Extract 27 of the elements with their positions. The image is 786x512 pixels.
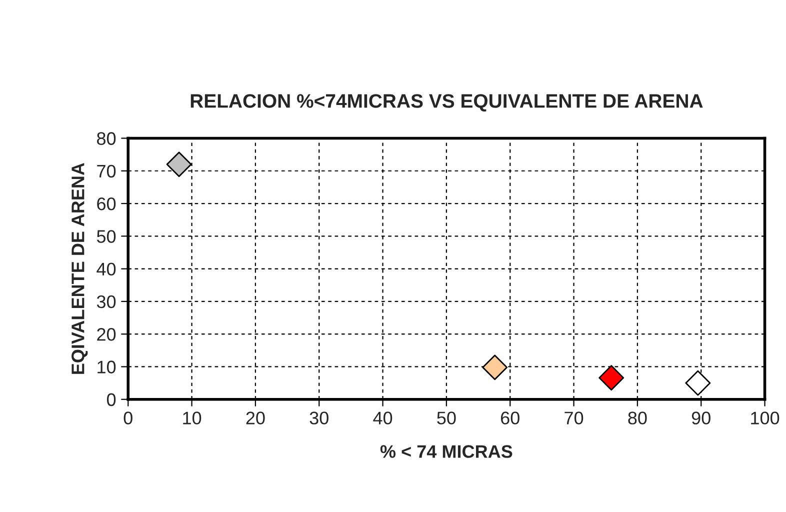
point bbox=[598, 365, 624, 391]
point bbox=[482, 354, 508, 380]
y-tick-label: 20 bbox=[97, 328, 116, 341]
y-tick-label: 30 bbox=[96, 295, 116, 308]
chart-title: RELACION %<74MICRAS VS EQUIVALENTE DE ARENA bbox=[190, 94, 703, 112]
x-tick-label: 100 bbox=[751, 412, 780, 424]
y-tick-label: 10 bbox=[98, 360, 116, 374]
x-tick-label: 20 bbox=[246, 412, 265, 424]
y-axis-title: EQIVALENTE DE ARENA bbox=[72, 162, 88, 374]
x-axis-title: % < 74 MICRAS bbox=[380, 445, 512, 458]
x-tick-label: 50 bbox=[437, 412, 456, 424]
point bbox=[685, 370, 711, 396]
x-tick-label: 90 bbox=[692, 412, 710, 424]
x-tick-label: 30 bbox=[310, 412, 328, 424]
y-tick-label: 40 bbox=[96, 262, 116, 276]
x-tick-label: 10 bbox=[183, 412, 202, 424]
y-tick-label: 0 bbox=[106, 393, 116, 406]
point bbox=[166, 152, 192, 178]
x-tick-label: 80 bbox=[628, 412, 647, 424]
x-tick-label: 60 bbox=[500, 412, 520, 424]
y-tick-label: 50 bbox=[96, 230, 116, 243]
y-tick-label: 60 bbox=[97, 197, 116, 210]
y-tick-label: 70 bbox=[97, 164, 116, 178]
x-tick-label: 40 bbox=[373, 412, 392, 424]
x-tick-label: 70 bbox=[564, 412, 584, 424]
x-tick-label: 0 bbox=[124, 412, 132, 424]
y-tick-label: 80 bbox=[97, 132, 116, 145]
